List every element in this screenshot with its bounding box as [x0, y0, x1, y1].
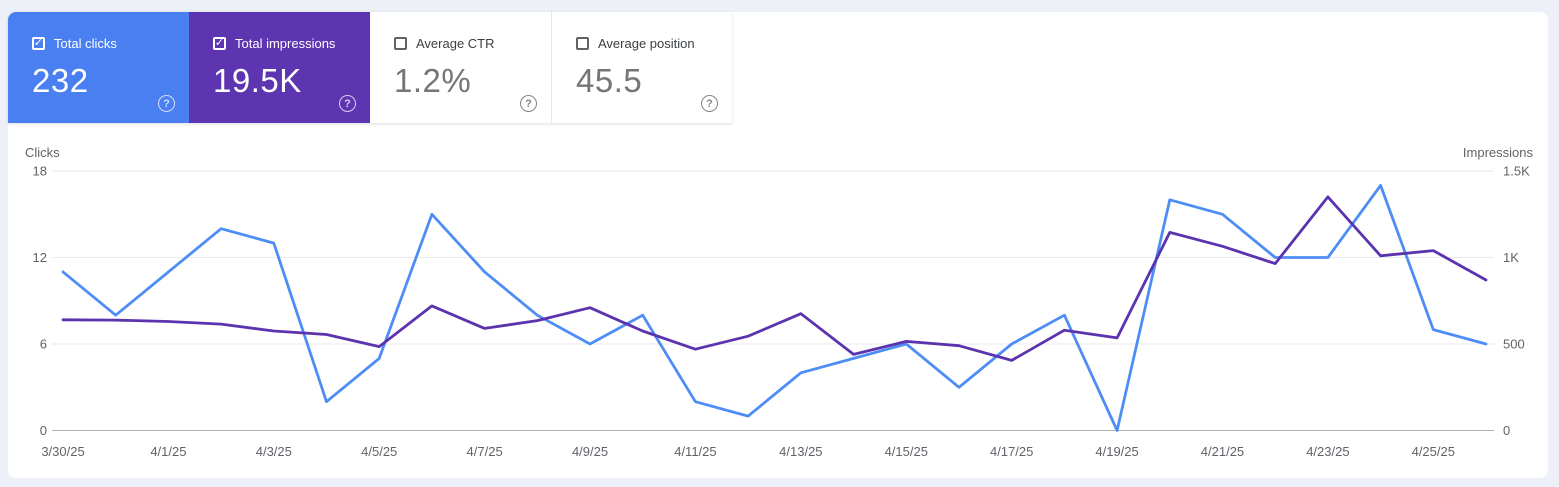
card-header: Average position — [576, 36, 716, 51]
metric-card-total-clicks[interactable]: Total clicks 232 — [8, 12, 189, 123]
x-axis-label: 4/1/25 — [150, 444, 186, 459]
x-axis-label: 4/11/25 — [674, 444, 716, 459]
help-icon[interactable] — [339, 95, 356, 112]
metric-value: 45.5 — [576, 62, 643, 99]
metric-label: Total clicks — [54, 36, 117, 51]
metric-label: Average CTR — [416, 36, 495, 51]
average-ctr-checkbox[interactable] — [394, 37, 407, 50]
metric-card-total-impressions[interactable]: Total impressions 19.5K — [189, 12, 370, 123]
metric-label: Average position — [598, 36, 695, 51]
total-impressions-line[interactable] — [61, 195, 1488, 362]
average-position-checkbox[interactable] — [576, 37, 589, 50]
help-icon[interactable] — [158, 95, 175, 112]
right-axis-tick: 500 — [1503, 337, 1525, 352]
metric-value: 232 — [32, 62, 89, 99]
left-axis-tick: 18 — [33, 164, 47, 179]
total-clicks-line[interactable] — [61, 183, 1488, 432]
x-axis-label: 3/30/25 — [41, 444, 84, 459]
x-axis-label: 4/25/25 — [1412, 444, 1455, 459]
left-axis-tick: 12 — [33, 250, 47, 265]
card-header: Total clicks — [32, 36, 173, 51]
x-axis-label: 4/13/25 — [779, 444, 822, 459]
x-axis-label: 4/15/25 — [885, 444, 928, 459]
x-axis-label: 4/5/25 — [361, 444, 397, 459]
metric-card-average-ctr[interactable]: Average CTR 1.2% — [370, 12, 551, 123]
x-axis-label: 4/9/25 — [572, 444, 608, 459]
metric-value: 19.5K — [213, 62, 302, 99]
metric-label: Total impressions — [235, 36, 336, 51]
x-axis-label: 4/19/25 — [1095, 444, 1138, 459]
x-axis-label: 4/17/25 — [990, 444, 1033, 459]
help-icon[interactable] — [701, 95, 718, 112]
left-axis-title: Clicks — [25, 145, 60, 160]
left-axis-tick: 0 — [40, 423, 47, 438]
right-axis-tick: 1.5K — [1503, 164, 1530, 179]
x-axis-label: 4/23/25 — [1306, 444, 1349, 459]
left-axis-tick: 6 — [40, 337, 47, 352]
metric-value: 1.2% — [394, 62, 472, 99]
metric-card-average-position[interactable]: Average position 45.5 — [551, 12, 732, 123]
card-header: Total impressions — [213, 36, 354, 51]
x-axis-label: 4/7/25 — [467, 444, 503, 459]
total-impressions-checkbox[interactable] — [213, 37, 226, 50]
right-axis-tick: 0 — [1503, 423, 1510, 438]
help-icon[interactable] — [520, 95, 537, 112]
right-axis-tick: 1K — [1503, 250, 1519, 265]
x-axis-label: 4/21/25 — [1201, 444, 1244, 459]
card-header: Average CTR — [394, 36, 535, 51]
right-axis-title: Impressions — [1463, 145, 1534, 160]
x-axis-label: 4/3/25 — [256, 444, 292, 459]
total-clicks-checkbox[interactable] — [32, 37, 45, 50]
metric-cards-row: Total clicks 232 Total impressions 19.5K… — [8, 12, 732, 123]
